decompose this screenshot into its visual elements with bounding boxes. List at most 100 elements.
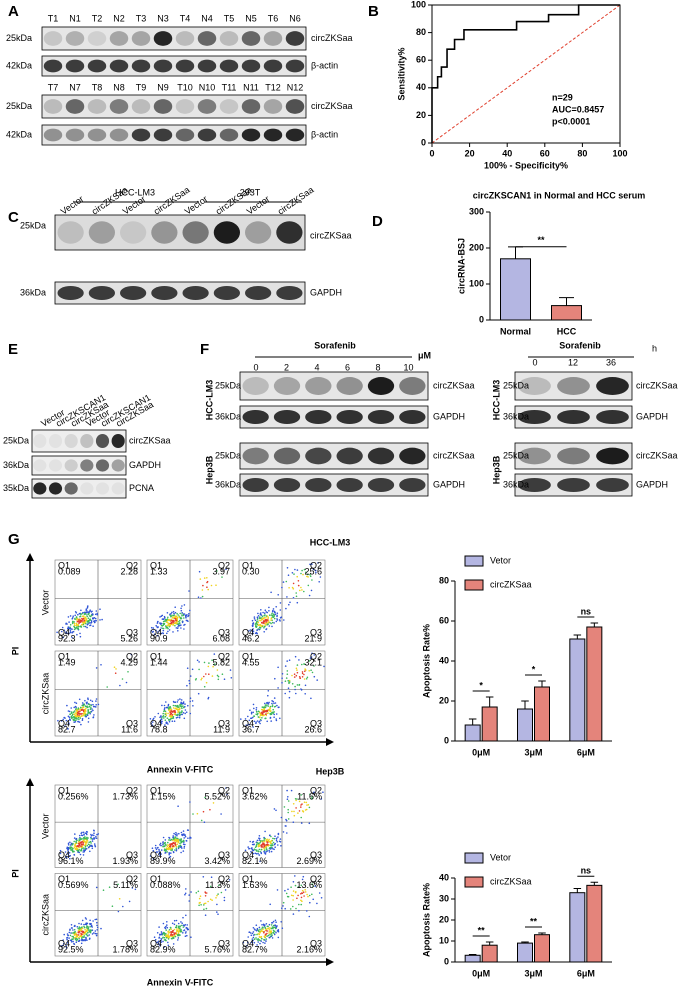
flow-dot [293, 811, 295, 813]
flow-dot [166, 848, 168, 850]
flow-dot [270, 932, 272, 934]
flow-dot [172, 714, 174, 716]
flow-dot [168, 938, 170, 940]
flow-dot [96, 935, 98, 937]
flow-dot [259, 927, 261, 929]
flow-dot [270, 714, 272, 716]
flow-dot [96, 667, 98, 669]
flow-dot [297, 569, 299, 571]
flow-dot [68, 710, 70, 712]
flow-dot [258, 846, 260, 848]
quadrant-value: 4.29 [120, 657, 138, 667]
flow-dot [77, 850, 79, 852]
flow-dot [286, 660, 288, 662]
flow-dot [272, 622, 274, 624]
blot-band [44, 60, 62, 73]
flow-dot [76, 840, 78, 842]
quadrant-value: 3.42% [204, 856, 230, 866]
flow-dot [293, 597, 295, 599]
flow-dot [306, 804, 308, 806]
dose-label: 2 [284, 362, 289, 372]
y-tick-label: 60 [416, 55, 426, 65]
cell-title: HCC-LM3 [310, 537, 351, 547]
flow-dot [74, 623, 76, 625]
flow-dot [92, 710, 94, 712]
annotation: n=29 [552, 92, 573, 102]
flow-dot [83, 626, 85, 628]
panel-label: A [8, 3, 19, 20]
flow-dot [252, 623, 254, 625]
blot-band [220, 99, 238, 114]
flow-dot [261, 717, 263, 719]
flow-dot [267, 695, 269, 697]
flow-dot [309, 916, 311, 918]
flow-dot [74, 833, 76, 835]
kda-label: 42kDa [6, 129, 32, 139]
significance-label: ns [581, 866, 592, 876]
flow-dot [274, 934, 276, 936]
quadrant-value: 89.9% [150, 856, 176, 866]
flow-dot [86, 926, 88, 928]
flow-dot [179, 616, 181, 618]
flow-dot [84, 929, 86, 931]
bar [535, 935, 550, 962]
flow-dot [290, 886, 292, 888]
flow-dot [86, 627, 88, 629]
flow-dot [68, 844, 70, 846]
flow-dot [180, 714, 182, 716]
flow-dot [152, 847, 154, 849]
flow-dot [289, 691, 291, 693]
flow-dot [176, 833, 178, 835]
flow-dot [275, 932, 277, 934]
flow-dot [93, 932, 95, 934]
flow-dot [170, 852, 172, 854]
flow-dot [177, 701, 179, 703]
flow-dot [296, 596, 298, 598]
flow-dot [311, 579, 313, 581]
flow-dot [166, 937, 168, 939]
kda-label: 25kDa [6, 33, 32, 43]
band-label: PCNA [129, 483, 154, 493]
dose-label: 4 [314, 362, 319, 372]
flow-dot [172, 936, 174, 938]
flow-dot [316, 679, 318, 681]
flow-dot [183, 850, 185, 852]
flow-dot [267, 624, 269, 626]
y-tick-label: 0 [421, 137, 426, 147]
flow-dot [167, 620, 169, 622]
quadrant-value: 1.63% [242, 880, 268, 890]
flow-dot [92, 625, 94, 627]
flow-dot [74, 615, 76, 617]
flow-dot [265, 620, 267, 622]
flow-dot [83, 931, 85, 933]
flow-dot [90, 711, 92, 713]
flow-dot [163, 932, 165, 934]
band-label: circZKSaa [129, 435, 171, 445]
blot-band [151, 286, 177, 300]
flow-dot [293, 583, 295, 585]
flow-dot [87, 623, 89, 625]
flow-dot [180, 845, 182, 847]
flow-dot [300, 688, 302, 690]
flow-dot [155, 845, 157, 847]
flow-dot [174, 705, 176, 707]
flow-dot [84, 838, 86, 840]
flow-dot [271, 928, 273, 930]
flow-dot [268, 622, 270, 624]
quadrant-value: 21.9 [304, 633, 322, 643]
flow-dot [221, 576, 223, 578]
flow-dot [294, 686, 296, 688]
flow-dot [122, 678, 124, 680]
flow-dot [211, 899, 213, 901]
flow-dot [170, 714, 172, 716]
flow-dot [118, 911, 120, 913]
flow-dot [300, 573, 302, 575]
bar [587, 885, 602, 962]
flow-dot [167, 942, 169, 944]
unit-label: μM [418, 350, 431, 360]
flow-dot [284, 806, 286, 808]
bar [482, 945, 497, 962]
blot-band [132, 31, 150, 46]
flow-dot [91, 835, 93, 837]
flow-dot [280, 845, 282, 847]
